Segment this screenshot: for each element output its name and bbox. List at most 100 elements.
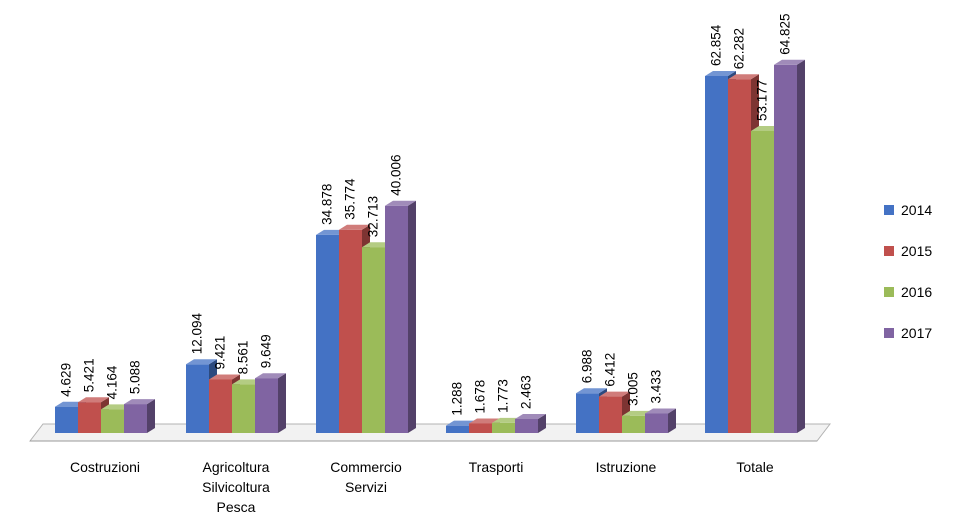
- category-label: Totale: [736, 459, 774, 475]
- legend-swatch: [884, 328, 894, 338]
- bar-side: [147, 399, 155, 433]
- bar-top: [255, 373, 286, 379]
- legend-label: 2014: [901, 202, 932, 218]
- data-label: 9.421: [213, 336, 228, 370]
- data-label: 5.421: [82, 358, 97, 392]
- bar-top: [728, 74, 759, 80]
- category-label: Istruzione: [596, 459, 657, 475]
- bar-front: [645, 413, 668, 433]
- bar-front: [78, 402, 101, 433]
- bar-top: [599, 391, 630, 397]
- bar-side: [408, 200, 416, 433]
- data-label: 3.433: [649, 370, 664, 404]
- category-label: Silvicoltura: [202, 479, 270, 495]
- bar-front: [385, 205, 408, 433]
- bar-2017-5: [774, 59, 805, 434]
- data-label: 64.825: [778, 14, 793, 55]
- bar-front: [316, 234, 339, 433]
- bar-top: [385, 200, 416, 206]
- legend: 2014 2015 2016 2017: [884, 202, 932, 341]
- bar-2017-3: [515, 414, 546, 433]
- bar-front: [255, 378, 278, 433]
- bar-front: [232, 384, 255, 433]
- data-label: 9.649: [259, 334, 274, 368]
- bar-side: [538, 414, 546, 433]
- legend-swatch: [884, 246, 894, 256]
- data-label: 40.006: [389, 154, 404, 195]
- legend-item-2017: 2017: [884, 325, 932, 341]
- data-label: 8.561: [236, 341, 251, 375]
- bar-front: [576, 393, 599, 433]
- category-label: Costruzioni: [70, 459, 140, 475]
- bar-top: [339, 224, 370, 230]
- bar-front: [362, 247, 385, 433]
- legend-item-2016: 2016: [884, 284, 932, 300]
- bar-top: [645, 408, 676, 414]
- bar-front: [751, 130, 774, 433]
- legend-item-2014: 2014: [884, 202, 932, 218]
- bar-front: [774, 64, 797, 433]
- data-label: 5.088: [128, 360, 143, 394]
- data-label: 62.854: [709, 24, 724, 66]
- bar-side: [797, 59, 805, 434]
- bar-front: [124, 404, 147, 433]
- legend-item-2015: 2015: [884, 243, 932, 259]
- bar-front: [515, 419, 538, 433]
- bar-front: [492, 422, 515, 433]
- data-label: 12.094: [190, 313, 205, 355]
- bar-front: [705, 76, 728, 433]
- bars: [55, 59, 805, 434]
- bar-top: [469, 418, 500, 424]
- data-label: 34.878: [320, 184, 335, 225]
- bar-side: [668, 408, 676, 433]
- legend-label: 2016: [901, 284, 932, 300]
- bar-2017-2: [385, 200, 416, 433]
- data-label: 1.678: [473, 380, 488, 414]
- category-label: Commercio: [330, 459, 402, 475]
- bar-side: [278, 373, 286, 433]
- legend-swatch: [884, 287, 894, 297]
- bar-2017-1: [255, 373, 286, 433]
- data-label: 1.288: [450, 382, 465, 416]
- bar-top: [515, 414, 546, 420]
- data-label: 6.988: [580, 350, 595, 384]
- category-label: Agricoltura: [203, 459, 270, 475]
- legend-label: 2017: [901, 325, 932, 341]
- bar-front: [469, 423, 492, 433]
- data-label: 32.713: [366, 196, 381, 237]
- data-label: 3.005: [626, 372, 641, 406]
- legend-label: 2015: [901, 243, 932, 259]
- data-label: 4.629: [59, 363, 74, 397]
- data-label: 53.177: [755, 80, 770, 121]
- data-label: 62.282: [732, 28, 747, 69]
- data-label: 35.774: [343, 178, 358, 220]
- data-label: 1.773: [496, 379, 511, 413]
- data-labels: 4.629 5.421 4.164 5.088 12.094 9.421 8.561 9.64…: [59, 14, 793, 416]
- bar-front: [186, 364, 209, 433]
- category-label: Trasporti: [469, 459, 524, 475]
- bar-top: [774, 59, 805, 65]
- bar-front: [55, 406, 78, 433]
- legend-swatch: [884, 205, 894, 215]
- bar-front: [622, 415, 645, 433]
- bar-2017-4: [645, 408, 676, 433]
- bar-top: [705, 71, 736, 76]
- bar-2017-0: [124, 399, 155, 433]
- bar-front: [728, 79, 751, 433]
- category-labels: Costruzioni Agricoltura Silvicoltura Pesca C…: [70, 459, 774, 515]
- bar-front: [101, 409, 124, 433]
- data-label: 6.412: [603, 353, 618, 387]
- bar-top: [576, 388, 607, 394]
- bar-front: [209, 379, 232, 433]
- category-label: Pesca: [217, 499, 256, 515]
- bar-front: [339, 229, 362, 433]
- bar-front: [599, 396, 622, 433]
- data-label: 4.164: [105, 365, 120, 399]
- bar-top: [186, 359, 217, 365]
- data-label: 2.463: [519, 375, 534, 409]
- bar-front: [446, 425, 469, 433]
- category-label: Servizi: [345, 479, 387, 495]
- bar-top: [124, 399, 155, 405]
- bar-top: [209, 374, 240, 380]
